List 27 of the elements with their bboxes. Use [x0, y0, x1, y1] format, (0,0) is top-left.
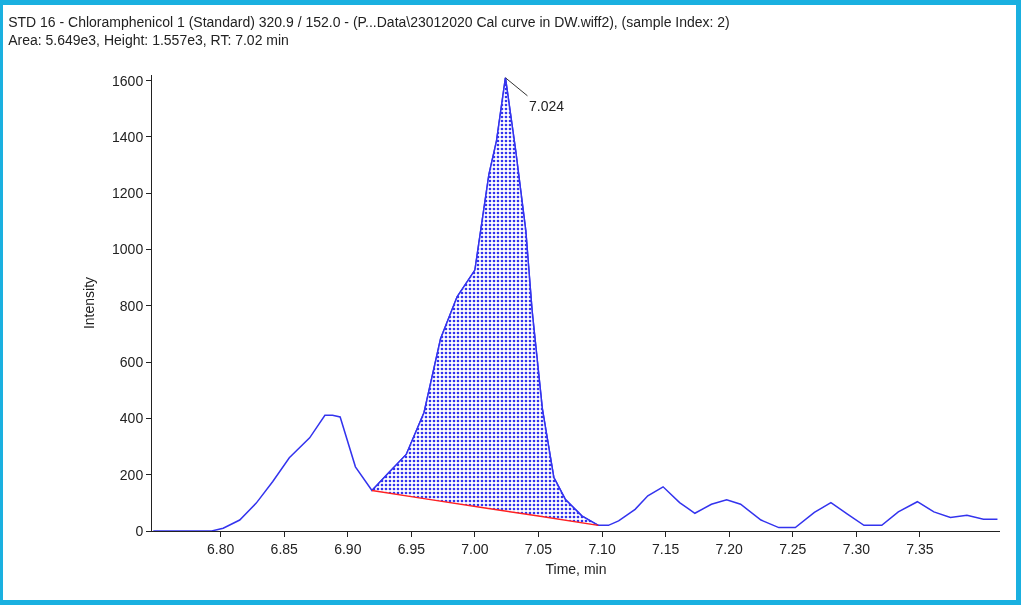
y-tick-label: 600: [119, 354, 144, 371]
y-tick-label: 1600: [112, 72, 144, 89]
y-tick-label: 200: [119, 466, 144, 483]
y-tick-label: 400: [119, 410, 144, 427]
y-tick-label: 0: [135, 522, 144, 539]
annotation: 7.024: [529, 98, 565, 114]
line-series: [371, 489, 599, 527]
y-tick-label: 1200: [112, 185, 144, 202]
y-tick-label: 1000: [112, 241, 144, 258]
x-tick-label: 7.15: [652, 540, 680, 557]
x-tick-label: 7.05: [524, 540, 553, 557]
x-tick-label: 6.80: [207, 540, 235, 557]
y-axis-title: Intensity: [80, 276, 97, 330]
x-tick-label: 7.30: [842, 540, 871, 557]
x-axis-title: Time, min: [545, 561, 607, 578]
x-tick-label: 7.10: [588, 540, 616, 557]
y-tick-label: 800: [119, 297, 144, 314]
x-tick-label: 7.35: [906, 540, 934, 557]
x-tick-label: 6.95: [397, 540, 426, 557]
x-tick-label: 7.20: [715, 540, 744, 557]
x-tick-label: 6.85: [270, 540, 299, 557]
chart-subtitle: Area: 5.649e3, Height: 1.557e3, RT: 7.02 min: [8, 32, 289, 49]
x-tick-label: 6.90: [334, 540, 362, 557]
y-tick-label: 1400: [112, 128, 144, 145]
x-tick-label: 7.00: [461, 540, 489, 557]
chart-title: STD 16 - Chloramphenicol 1 (Standard) 320.9 / 152.0 - (P...Data\23012020 Cal curve in DW.wiff2), (sample Index: 2): [8, 14, 730, 31]
x-tick-label: 7.25: [779, 540, 807, 557]
